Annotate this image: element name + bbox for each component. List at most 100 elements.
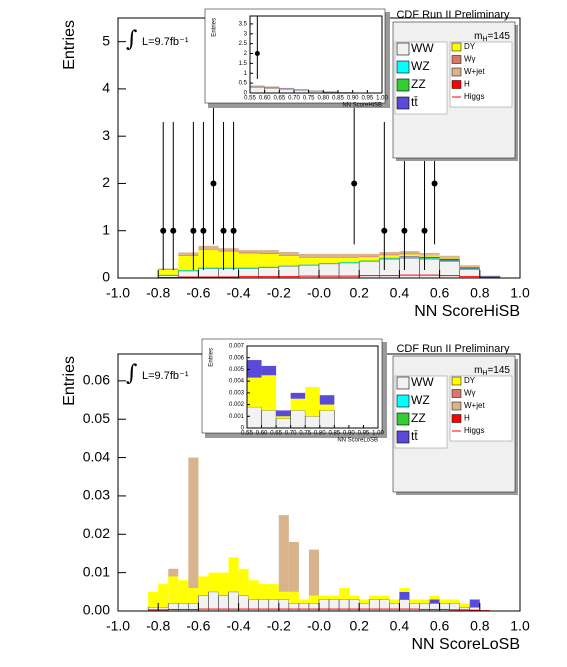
histogram-bar (358, 603, 370, 611)
x-tick-label: 0.4 (390, 618, 410, 634)
histogram-bar (419, 256, 440, 259)
chart-title: CDF Run II Preliminary (396, 9, 510, 21)
legend-swatch (396, 412, 410, 426)
histogram-bar (389, 599, 400, 604)
x-tick-label: -0.2 (267, 618, 291, 634)
x-tick-label: -0.4 (227, 285, 251, 301)
x-tick-label: 0.55 (244, 96, 256, 102)
histogram-bar (339, 257, 360, 262)
legend-label: WW (411, 41, 434, 55)
histogram-bar (419, 252, 440, 255)
histogram-bar (339, 253, 360, 257)
x-tick-label: 0.85 (328, 431, 340, 437)
histogram-bar (238, 250, 259, 253)
histogram-bar (158, 269, 179, 275)
data-point (230, 227, 237, 234)
histogram-bar (319, 395, 335, 405)
histogram-bar (308, 549, 319, 596)
legend-swatch (451, 414, 462, 423)
data-point (431, 180, 438, 187)
histogram-bar (298, 256, 319, 258)
histogram-bar (419, 255, 440, 257)
mass-label: mH=145 (474, 31, 510, 43)
y-tick-label: 0.005 (229, 367, 245, 373)
data-point (401, 227, 408, 234)
histogram-bar (439, 255, 460, 258)
x-tick-label: 0.70 (285, 431, 297, 437)
legend-label: H (464, 414, 470, 423)
legend-label: WW (411, 375, 434, 389)
histogram-bar (218, 248, 239, 251)
histogram-bar (349, 595, 360, 600)
histogram-bar (218, 251, 239, 268)
histogram-bar (329, 595, 340, 600)
x-tick-label: -0.8 (146, 285, 170, 301)
histogram-bar (379, 255, 400, 258)
x-tick-label: 0.8 (470, 285, 490, 301)
x-axis-title: NN ScoreHiSB (414, 303, 520, 320)
histogram-bar (290, 410, 306, 428)
histogram-bar (399, 256, 420, 258)
histogram-bar (399, 253, 420, 255)
legend-swatch (396, 394, 410, 408)
histogram-bar (379, 595, 390, 600)
x-tick-label: 0.70 (288, 96, 300, 102)
y-tick-label: 0.002 (229, 402, 245, 408)
histogram-bar (319, 404, 335, 411)
data-point (421, 227, 428, 234)
y-tick-label: 0.5 (239, 81, 248, 87)
x-tick-label: 0.2 (349, 285, 369, 301)
x-tick-label: -0.4 (227, 618, 251, 634)
x-tick-label: 1.0 (510, 618, 530, 634)
histogram-bar (319, 257, 340, 263)
x-tick-label: 0.8 (470, 618, 490, 634)
x-tick-label: 0.60 (256, 431, 268, 437)
histogram-bar (459, 265, 480, 267)
histogram-bar (178, 255, 199, 270)
histogram-bar (379, 252, 400, 255)
histogram-bar (198, 576, 209, 596)
histogram-bar (258, 584, 269, 600)
legend-label: DY (464, 376, 476, 385)
axes-frame (249, 15, 383, 94)
y-tick-label: 0.06 (83, 372, 110, 388)
x-tick-label: 1.00 (372, 431, 384, 437)
histogram-bar (279, 88, 294, 90)
histogram-bar (399, 587, 410, 592)
legend-label: ZZ (411, 77, 426, 91)
legend-label: Higgs (464, 426, 484, 435)
x-tick-label: 0.65 (270, 431, 282, 437)
histogram-bar (188, 587, 199, 604)
legend-label: Wγ (464, 389, 476, 398)
histogram-bar (275, 418, 291, 428)
histogram-bar (298, 253, 319, 257)
lumi-label: L=9.7fb⁻¹ (142, 36, 189, 48)
legend-label: DY (464, 42, 476, 51)
histogram-bar (147, 606, 159, 611)
x-tick-label: 0.60 (259, 96, 271, 102)
legend-swatch (451, 67, 462, 77)
y-tick-label: 1.5 (239, 61, 248, 67)
lumi-symbol: ∫ (126, 27, 138, 52)
histogram-bar (369, 595, 380, 600)
plot-area (147, 457, 490, 611)
histogram-bar (250, 85, 265, 87)
y-tick-label: 0.02 (83, 525, 110, 541)
y-tick-label: 1 (102, 221, 110, 237)
legend-label: W+jet (464, 401, 485, 410)
histogram-bar (247, 377, 262, 407)
histogram-bar (379, 254, 400, 256)
x-tick-label: 0.95 (361, 96, 373, 102)
histogram-bar (178, 254, 199, 256)
histogram-bar (178, 252, 199, 255)
x-tick-label: 0.2 (349, 618, 369, 634)
histogram-bar (264, 87, 280, 93)
legend-swatch (451, 401, 462, 411)
y-tick-label: 0.01 (83, 563, 110, 579)
histogram-bar (264, 86, 280, 87)
main-panel: -1.0 -0.8 -0.6 -0.4 -0.2 -0.0 0.2 0.4 0.6 0.8 1.00… (61, 9, 530, 320)
histogram-bar (268, 584, 279, 600)
lumi-symbol: ∫ (126, 361, 138, 386)
histogram-bar (288, 541, 299, 592)
x-tick-label: 0.75 (303, 96, 315, 102)
